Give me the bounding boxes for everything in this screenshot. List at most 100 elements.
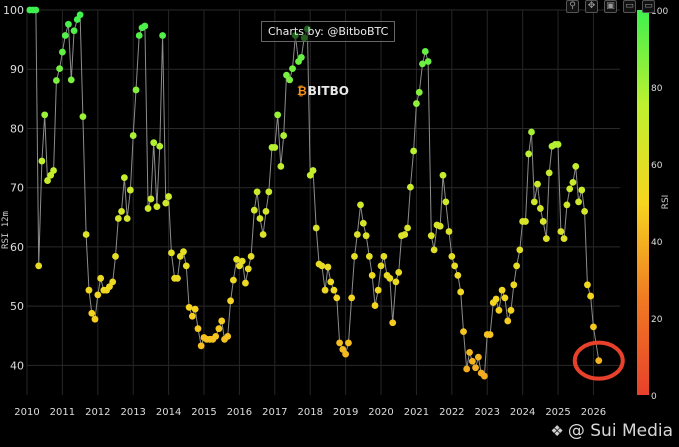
data-point[interactable] [129, 132, 137, 139]
data-point[interactable] [262, 207, 270, 215]
data-point[interactable] [530, 198, 538, 206]
data-point[interactable] [321, 286, 329, 294]
data-point[interactable] [265, 188, 273, 196]
data-point[interactable] [566, 185, 574, 193]
data-point[interactable] [501, 294, 509, 302]
zoom-in-icon[interactable]: ⚲ [566, 0, 579, 13]
data-point[interactable] [82, 231, 90, 238]
data-point[interactable] [330, 286, 338, 294]
data-point[interactable] [474, 353, 482, 361]
data-point[interactable] [421, 48, 429, 55]
data-point[interactable] [333, 294, 341, 302]
data-point[interactable] [401, 231, 409, 238]
data-point[interactable] [436, 222, 444, 230]
data-point[interactable] [76, 11, 84, 19]
data-point[interactable] [451, 262, 459, 270]
data-point[interactable] [492, 295, 500, 303]
data-point[interactable] [274, 111, 282, 119]
data-point[interactable] [415, 88, 423, 96]
data-point[interactable] [389, 319, 397, 327]
data-point[interactable] [575, 198, 582, 206]
data-point[interactable] [147, 195, 155, 203]
data-point[interactable] [351, 253, 358, 260]
data-point[interactable] [141, 22, 149, 30]
data-point[interactable] [188, 312, 196, 320]
data-point[interactable] [525, 150, 533, 158]
data-point[interactable] [413, 100, 420, 107]
data-point[interactable] [392, 278, 400, 286]
data-point[interactable] [377, 262, 385, 270]
data-point[interactable] [374, 286, 382, 294]
data-point[interactable] [277, 162, 285, 170]
data-point[interactable] [442, 198, 450, 206]
data-point[interactable] [153, 203, 161, 211]
data-point[interactable] [35, 262, 43, 270]
data-point[interactable] [52, 77, 60, 84]
data-point[interactable] [536, 205, 544, 212]
data-point[interactable] [109, 278, 117, 286]
data-point[interactable] [427, 232, 435, 240]
data-point[interactable] [454, 271, 462, 279]
data-point[interactable] [227, 297, 234, 305]
data-point[interactable] [286, 76, 294, 84]
data-point[interactable] [271, 144, 279, 151]
data-point[interactable] [191, 305, 199, 313]
data-point[interactable] [569, 178, 577, 186]
data-point[interactable] [150, 139, 158, 147]
data-point[interactable] [504, 317, 512, 325]
hover-compare-icon[interactable]: ▭ [623, 0, 636, 13]
data-point[interactable] [132, 86, 140, 94]
data-point[interactable] [50, 167, 57, 174]
data-point[interactable] [595, 357, 603, 365]
data-point[interactable] [528, 128, 535, 136]
data-point[interactable] [67, 76, 75, 84]
data-point[interactable] [218, 317, 226, 325]
data-point[interactable] [560, 235, 568, 243]
data-point[interactable] [250, 206, 258, 214]
data-point[interactable] [419, 60, 426, 68]
data-point[interactable] [590, 323, 597, 331]
data-point[interactable] [472, 364, 479, 372]
data-point[interactable] [229, 276, 237, 284]
data-point[interactable] [120, 174, 128, 182]
data-point[interactable] [368, 271, 376, 279]
data-point[interactable] [61, 32, 69, 39]
data-point[interactable] [348, 294, 356, 302]
data-point[interactable] [312, 224, 320, 232]
data-point[interactable] [97, 274, 105, 282]
data-point[interactable] [424, 58, 432, 65]
data-point[interactable] [587, 292, 595, 300]
data-point[interactable] [342, 350, 350, 358]
data-point[interactable] [534, 180, 541, 188]
data-point[interactable] [159, 32, 166, 39]
data-point[interactable] [448, 253, 456, 260]
data-point[interactable] [174, 274, 181, 282]
data-point[interactable] [507, 306, 515, 314]
data-point[interactable] [56, 65, 63, 73]
data-point[interactable] [324, 263, 332, 271]
data-point[interactable] [126, 186, 134, 194]
data-point[interactable] [88, 309, 96, 317]
data-point[interactable] [430, 246, 438, 254]
data-point[interactable] [65, 20, 72, 28]
data-point[interactable] [395, 268, 403, 276]
data-point[interactable] [233, 255, 240, 263]
data-point[interactable] [353, 231, 361, 238]
data-point[interactable] [481, 372, 488, 380]
data-point[interactable] [410, 147, 418, 155]
data-point[interactable] [215, 325, 223, 333]
data-point[interactable] [522, 218, 529, 225]
data-point[interactable] [510, 281, 518, 289]
data-point[interactable] [59, 48, 66, 56]
data-point[interactable] [468, 357, 476, 365]
data-point[interactable] [563, 201, 571, 209]
data-point[interactable] [581, 207, 588, 215]
reset-axes-icon[interactable]: ▣ [604, 0, 617, 13]
data-point[interactable] [114, 215, 122, 222]
data-point[interactable] [297, 53, 305, 61]
data-point[interactable] [357, 201, 364, 209]
data-point[interactable] [466, 348, 473, 356]
data-point[interactable] [194, 325, 202, 333]
data-point[interactable] [118, 207, 125, 215]
data-point[interactable] [135, 32, 143, 39]
